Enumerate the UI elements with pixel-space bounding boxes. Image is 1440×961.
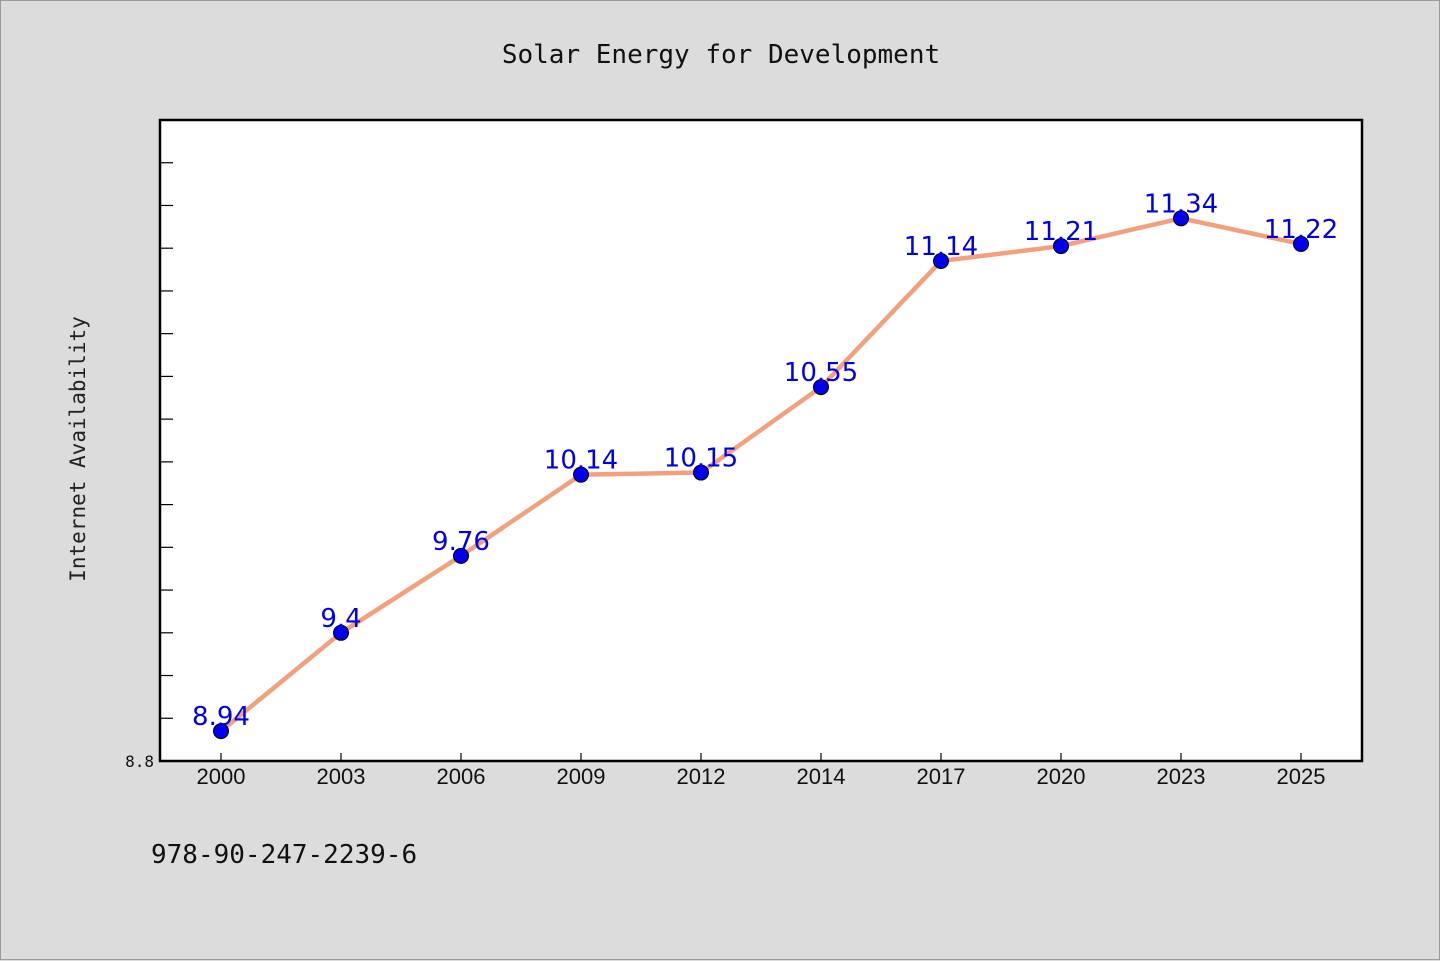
data-label: 11.22 [1264,215,1338,245]
data-label: 11.34 [1144,189,1218,219]
y-axis-label: Internet Availability [66,316,90,582]
series-line [218,216,1304,734]
data-point [1293,235,1309,252]
data-point [333,624,349,641]
plot-border [158,118,1364,763]
data-point [453,547,469,564]
data-label: 10.14 [544,446,618,476]
x-tick-label: 2020 [1037,764,1086,789]
series-group: 8.94 9.4 9.76 10.14 10.15 10.55 11.14 11.21 11.3… [192,189,1338,740]
data-label: 9.76 [432,527,490,557]
x-tick-label: 2014 [797,764,846,789]
plot-area [160,120,1362,761]
x-tick-label: 2000 [197,764,246,789]
data-label: 11.21 [1024,217,1098,247]
x-tick-label: 2017 [917,764,966,789]
data-point [933,253,949,270]
x-tick-label: 2023 [1157,764,1206,789]
x-axis-ticks: 2000 2003 2006 2009 2012 2014 2017 2020 2023 2025 [197,753,1326,789]
x-tick-label: 2006 [437,764,486,789]
x-tick-label: 2012 [677,764,726,789]
data-point [813,379,829,396]
isbn-footer: 978-90-247-2239-6 [151,840,417,870]
data-point [1053,238,1069,255]
x-tick-label: 2009 [557,764,606,789]
data-label: 8.94 [192,702,250,732]
chart-title: Solar Energy for Development [502,40,940,70]
data-point [573,466,589,483]
data-label: 10.15 [664,444,738,474]
data-point [1173,210,1189,227]
data-point [693,464,709,481]
data-label: 9.4 [320,604,361,634]
x-tick-label: 2025 [1277,764,1326,789]
y-axis-ticks [160,162,173,719]
x-tick-label: 2003 [317,764,366,789]
data-label: 11.14 [904,232,978,262]
data-label: 10.55 [784,358,858,388]
y-tick-label: 8.8 [125,752,154,771]
data-point [213,723,229,740]
